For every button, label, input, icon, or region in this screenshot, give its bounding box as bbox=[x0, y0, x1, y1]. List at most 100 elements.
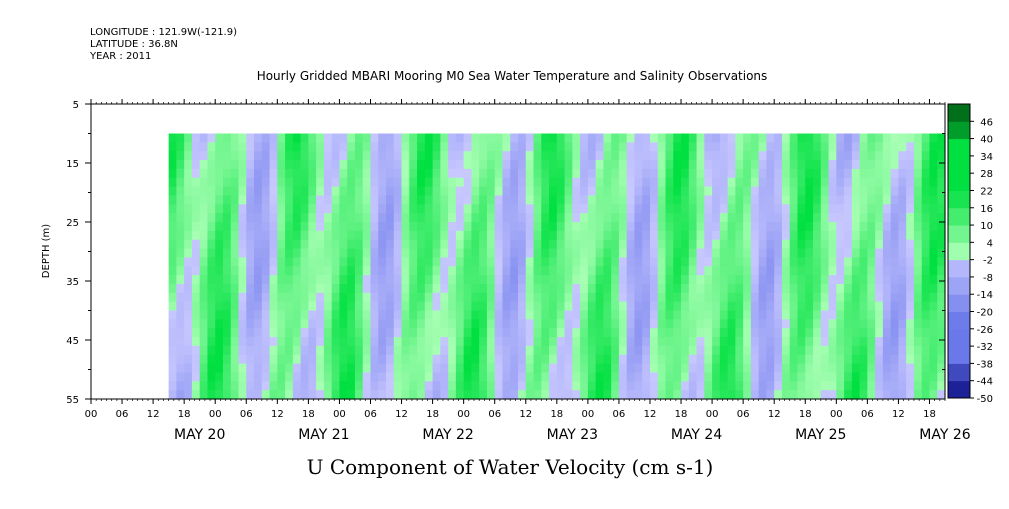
heat-cell bbox=[222, 222, 232, 232]
heat-cell bbox=[238, 195, 247, 205]
heat-cell bbox=[564, 275, 573, 285]
heat-cell bbox=[626, 319, 636, 329]
heat-cell bbox=[743, 248, 752, 258]
heat-cell bbox=[215, 257, 224, 267]
x-tick-label: 18 bbox=[426, 409, 439, 420]
heat-cell bbox=[176, 337, 185, 347]
heat-cell bbox=[440, 328, 449, 338]
heat-cell bbox=[859, 345, 868, 356]
heat-cell bbox=[409, 230, 418, 241]
heat-cell bbox=[696, 328, 705, 338]
heat-cell bbox=[300, 363, 309, 374]
heat-cell bbox=[292, 186, 302, 197]
heat-cell bbox=[386, 133, 395, 143]
heat-cell bbox=[882, 160, 892, 170]
heat-cell bbox=[331, 222, 341, 232]
heat-cell bbox=[906, 151, 915, 161]
heat-cell bbox=[323, 230, 333, 241]
heat-cell bbox=[510, 319, 519, 329]
heat-cell bbox=[696, 319, 705, 329]
heat-cell bbox=[727, 283, 736, 294]
heat-cell bbox=[665, 213, 674, 223]
heat-cell bbox=[649, 195, 659, 205]
heat-cell bbox=[347, 248, 356, 258]
heat-cell bbox=[712, 204, 721, 214]
heat-cell bbox=[246, 168, 255, 179]
heat-cell bbox=[805, 257, 814, 267]
heat-cell bbox=[913, 345, 923, 356]
heat-cell bbox=[673, 381, 682, 391]
heat-cell bbox=[820, 337, 830, 347]
heat-cell bbox=[665, 195, 674, 205]
heat-cell bbox=[191, 222, 201, 232]
heat-cell bbox=[549, 283, 558, 294]
heat-cell bbox=[502, 177, 511, 188]
heat-cell bbox=[525, 372, 535, 382]
heat-cell bbox=[882, 239, 892, 250]
heat-cell bbox=[859, 328, 868, 338]
heat-cell bbox=[696, 177, 705, 188]
heat-cell bbox=[417, 337, 426, 347]
heat-cell bbox=[921, 283, 931, 294]
heat-cell bbox=[642, 239, 651, 250]
heat-cell bbox=[254, 266, 263, 276]
heat-cell bbox=[541, 363, 550, 374]
heat-cell bbox=[300, 160, 309, 170]
heat-cell bbox=[494, 248, 504, 258]
heat-cell bbox=[184, 372, 193, 382]
x-tick-label: 06 bbox=[613, 409, 626, 420]
heat-cell bbox=[370, 222, 379, 232]
heat-cell bbox=[859, 142, 868, 152]
heat-cell bbox=[471, 213, 480, 223]
heat-cell bbox=[735, 133, 744, 143]
heat-cell bbox=[603, 354, 612, 365]
heat-cell bbox=[634, 204, 643, 214]
heat-cell bbox=[277, 345, 286, 356]
heat-cell bbox=[308, 133, 317, 143]
heat-cell bbox=[665, 310, 674, 320]
heat-cell bbox=[587, 160, 597, 170]
heat-cell bbox=[937, 204, 946, 214]
heat-cell bbox=[463, 310, 473, 320]
heat-cell bbox=[603, 230, 612, 241]
heat-cell bbox=[339, 230, 348, 241]
heat-cell bbox=[518, 222, 527, 232]
heat-cell bbox=[890, 363, 900, 374]
heat-cell bbox=[611, 354, 620, 365]
heat-cell bbox=[882, 230, 892, 241]
heat-cell bbox=[533, 204, 542, 214]
heat-cell bbox=[285, 354, 294, 365]
heat-cell bbox=[634, 222, 643, 232]
heat-cell bbox=[766, 248, 775, 258]
heat-cell bbox=[494, 257, 504, 267]
heat-cell bbox=[712, 328, 721, 338]
heat-cell bbox=[681, 266, 690, 276]
heat-cell bbox=[859, 177, 868, 188]
heat-cell bbox=[471, 239, 480, 250]
heat-cell bbox=[215, 239, 224, 250]
heat-cell bbox=[277, 337, 286, 347]
heat-cell bbox=[308, 275, 317, 285]
heat-cell bbox=[913, 195, 923, 205]
heat-cell bbox=[316, 328, 325, 338]
heat-cell bbox=[386, 328, 395, 338]
heat-cell bbox=[719, 381, 729, 391]
heat-cell bbox=[308, 372, 317, 382]
heat-cell bbox=[440, 230, 449, 241]
heat-cell bbox=[277, 372, 286, 382]
heat-cell bbox=[828, 283, 837, 294]
heat-cell bbox=[323, 186, 333, 197]
heat-cell bbox=[642, 177, 651, 188]
heat-cell bbox=[750, 195, 760, 205]
heat-cell bbox=[890, 151, 900, 161]
heat-cell bbox=[246, 266, 255, 276]
heat-cell bbox=[665, 266, 674, 276]
heat-cell bbox=[813, 328, 822, 338]
heat-cell bbox=[642, 310, 651, 320]
heat-cell bbox=[875, 319, 884, 329]
heat-cell bbox=[580, 275, 589, 285]
heat-cell bbox=[820, 363, 830, 374]
heat-cell bbox=[618, 239, 628, 250]
heat-cell bbox=[890, 301, 900, 312]
